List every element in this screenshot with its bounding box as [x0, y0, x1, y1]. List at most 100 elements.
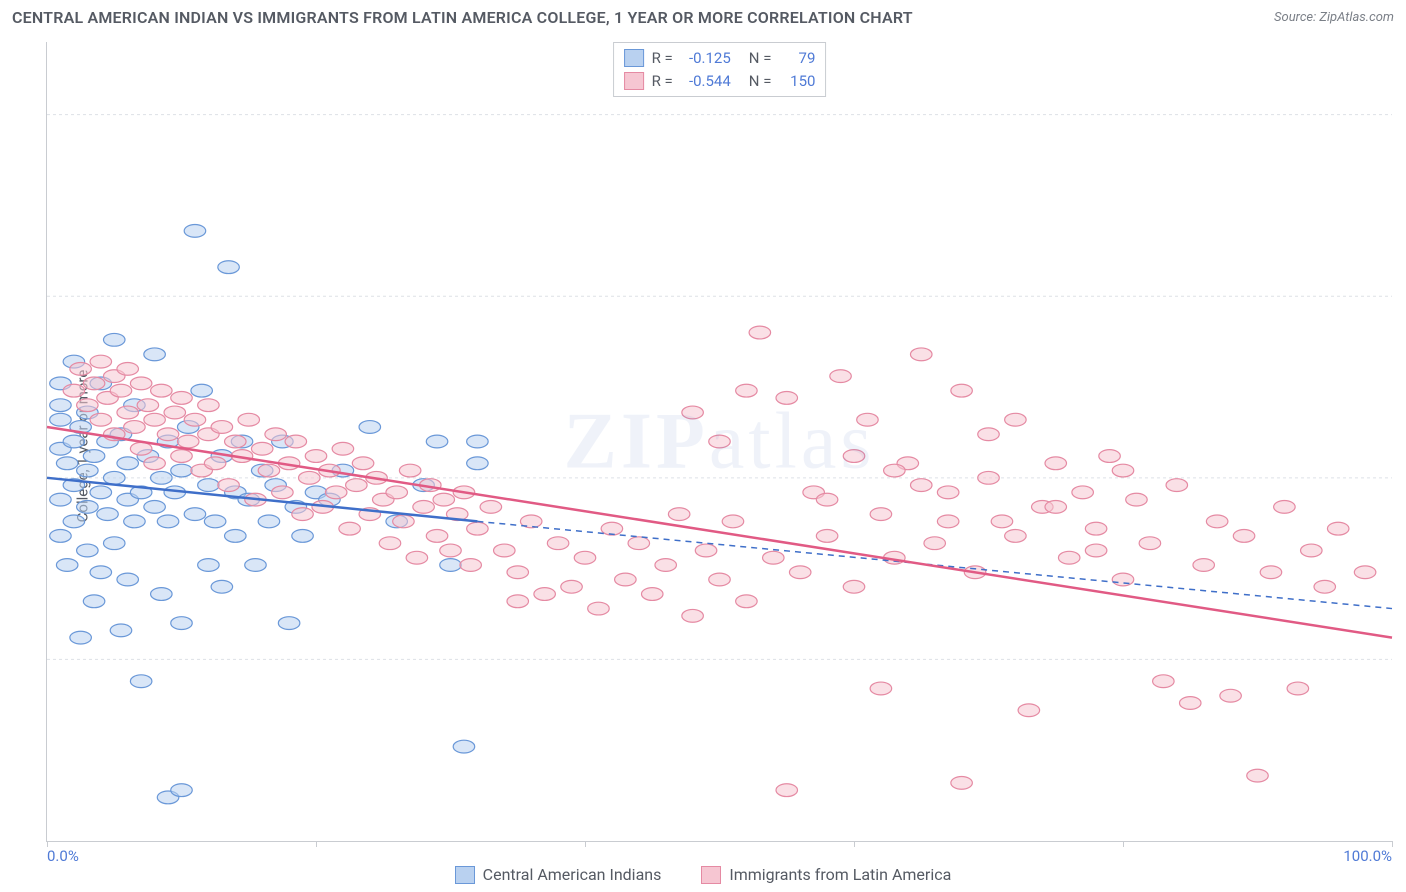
series-swatch	[624, 72, 644, 90]
legend-label: Central American Indians	[483, 865, 662, 884]
data-point	[278, 617, 300, 630]
data-point	[90, 486, 112, 499]
data-point	[117, 457, 139, 470]
y-tick-label: 25.0%	[1400, 650, 1406, 668]
data-point	[272, 486, 294, 499]
data-point	[857, 413, 879, 426]
data-point	[77, 399, 99, 412]
data-point	[332, 442, 354, 455]
data-point	[225, 530, 247, 543]
data-point	[90, 355, 112, 368]
data-point	[1112, 573, 1134, 586]
source-attribution: Source: ZipAtlas.com	[1274, 10, 1394, 25]
data-point	[151, 588, 173, 601]
data-point	[50, 530, 72, 543]
data-point	[736, 595, 758, 608]
data-point	[480, 500, 502, 513]
data-point	[628, 537, 650, 550]
data-point	[103, 471, 125, 484]
x-tick-mark	[1123, 841, 1124, 847]
data-point	[763, 551, 785, 564]
data-point	[184, 413, 206, 426]
data-point	[63, 435, 85, 448]
data-point	[50, 399, 72, 412]
data-point	[870, 508, 892, 521]
data-point	[1354, 566, 1376, 579]
data-point	[90, 566, 112, 579]
data-point	[130, 377, 152, 390]
data-point	[90, 413, 112, 426]
y-tick-label: 100.0%	[1400, 106, 1406, 124]
data-point	[70, 631, 92, 644]
y-tick-label: 50.0%	[1400, 469, 1406, 487]
data-point	[1260, 566, 1282, 579]
data-point	[137, 399, 159, 412]
data-point	[1153, 675, 1175, 688]
data-point	[709, 435, 731, 448]
data-point	[1045, 500, 1067, 513]
data-point	[561, 580, 583, 593]
data-point	[910, 348, 932, 361]
r-label: R =	[652, 47, 673, 70]
data-point	[110, 624, 132, 637]
data-point	[144, 413, 166, 426]
data-point	[393, 515, 415, 528]
data-point	[413, 500, 435, 513]
data-point	[1085, 544, 1107, 557]
series-swatch	[624, 49, 644, 67]
data-point	[937, 515, 959, 528]
data-point	[601, 522, 623, 535]
data-point	[339, 522, 361, 535]
data-point	[1193, 559, 1215, 572]
data-point	[816, 493, 838, 506]
data-point	[1058, 551, 1080, 564]
data-point	[164, 406, 186, 419]
data-point	[776, 392, 798, 405]
legend-swatch	[701, 866, 721, 884]
data-point	[305, 450, 327, 463]
data-point	[103, 537, 125, 550]
data-point	[63, 515, 85, 528]
n-value: 79	[779, 47, 815, 70]
data-point	[1206, 515, 1228, 528]
data-point	[655, 559, 677, 572]
data-point	[789, 566, 811, 579]
data-point	[130, 675, 152, 688]
data-point	[816, 530, 838, 543]
data-point	[70, 362, 92, 375]
data-point	[1233, 530, 1255, 543]
data-point	[117, 573, 139, 586]
data-point	[1072, 486, 1094, 499]
data-point	[144, 457, 166, 470]
data-point	[258, 464, 280, 477]
data-point	[641, 588, 663, 601]
stat-row: R =-0.125N =79	[624, 47, 816, 70]
data-point	[830, 370, 852, 383]
chart-title: CENTRAL AMERICAN INDIAN VS IMMIGRANTS FR…	[12, 8, 913, 27]
data-point	[1247, 769, 1269, 782]
data-point	[184, 508, 206, 521]
data-point	[615, 573, 637, 586]
x-tick-mark	[585, 841, 586, 847]
legend: Central American Indians Immigrants from …	[0, 865, 1406, 884]
legend-label: Immigrants from Latin America	[729, 865, 951, 884]
data-point	[151, 384, 173, 397]
data-point	[50, 413, 72, 426]
data-point	[56, 559, 78, 572]
data-point	[191, 384, 213, 397]
n-label: N =	[749, 47, 772, 70]
data-point	[171, 784, 193, 797]
x-tick-label: 100.0%	[1343, 847, 1392, 865]
data-point	[1301, 544, 1323, 557]
data-point	[695, 544, 717, 557]
data-point	[346, 479, 368, 492]
data-point	[198, 399, 220, 412]
data-point	[144, 348, 166, 361]
data-point	[399, 464, 421, 477]
data-point	[63, 384, 85, 397]
data-point	[245, 559, 267, 572]
data-point	[426, 530, 448, 543]
data-point	[736, 384, 758, 397]
data-point	[426, 435, 448, 448]
data-point	[177, 435, 199, 448]
